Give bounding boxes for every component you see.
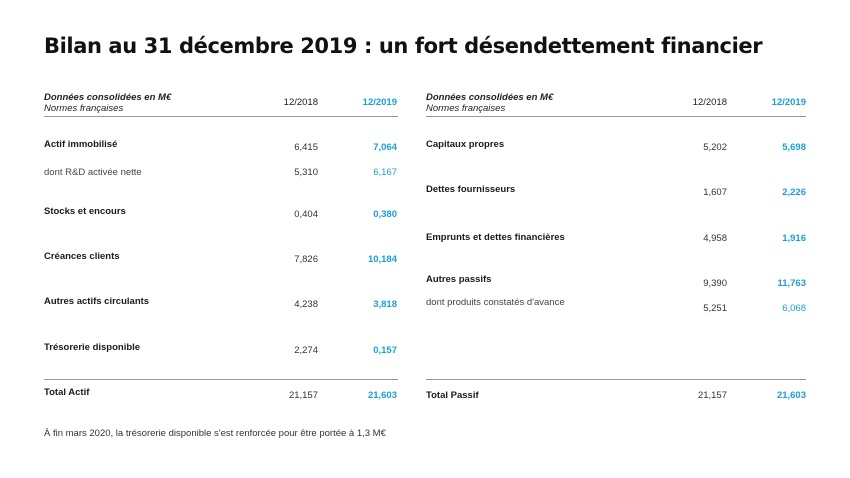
- row-prev-value: 9,390: [703, 278, 727, 289]
- page-title: Bilan au 31 décembre 2019 : un fort dése…: [44, 34, 763, 58]
- actif-header-rule: [44, 116, 398, 117]
- row-label: Trésorerie disponible: [44, 342, 141, 353]
- row-prev-value: 5,251: [703, 303, 727, 314]
- row-prev-value: 4,238: [294, 299, 318, 310]
- row-label: Créances clients: [44, 251, 120, 262]
- actif-header-label: Données consolidées en M€ Normes françai…: [44, 92, 171, 114]
- passif-header-label: Données consolidées en M€ Normes françai…: [426, 92, 553, 114]
- total-prev-value: 21,157: [288, 390, 318, 401]
- total-passif-rule: [426, 379, 806, 380]
- row-cur-value: 0,380: [373, 209, 397, 220]
- header-label-line2: Normes françaises: [426, 103, 506, 114]
- row-prev-value: 2,274: [294, 345, 318, 356]
- total-cur-value: 21,603: [367, 390, 397, 401]
- row-cur-value: 1,916: [782, 233, 806, 244]
- row-cur-value: 6,068: [782, 303, 806, 314]
- total-label: Total Actif: [44, 387, 90, 398]
- row-label: Autres actifs circulants: [44, 296, 150, 307]
- footnote: À fin mars 2020, la trésorerie disponibl…: [44, 428, 386, 439]
- total-prev-value: 21,157: [697, 390, 727, 401]
- actif-header-prev-year: 12/2018: [283, 97, 318, 108]
- row-prev-value: 1,607: [703, 187, 727, 198]
- total-actif-rule: [44, 379, 398, 380]
- row-cur-value: 0,157: [373, 345, 397, 356]
- row-cur-value: 11,763: [777, 278, 806, 289]
- row-prev-value: 5,310: [294, 167, 318, 178]
- total-cur-value: 21,603: [776, 390, 806, 401]
- passif-header-rule: [426, 116, 806, 117]
- row-prev-value: 7,826: [294, 254, 318, 265]
- actif-header-cur-year: 12/2019: [362, 97, 397, 108]
- row-cur-value: 3,818: [373, 299, 397, 310]
- row-label: Stocks et encours: [44, 206, 126, 217]
- row-label: dont produits constatés d'avance: [426, 297, 565, 308]
- row-prev-value: 6,415: [294, 142, 318, 153]
- header-label-line1: Données consolidées en M€: [44, 92, 172, 103]
- passif-header-prev-year: 12/2018: [692, 97, 727, 108]
- header-label-line1: Données consolidées en M€: [426, 92, 554, 103]
- row-prev-value: 4,958: [703, 233, 727, 244]
- row-label: Dettes fournisseurs: [426, 184, 516, 195]
- row-cur-value: 10,184: [367, 254, 397, 265]
- row-cur-value: 6,167: [373, 167, 397, 178]
- row-cur-value: 5,698: [782, 142, 806, 153]
- row-label: dont R&D activée nette: [44, 167, 142, 178]
- row-label: Actif immobilisé: [44, 139, 118, 150]
- row-label: Autres passifs: [426, 274, 492, 285]
- total-label: Total Passif: [426, 390, 479, 401]
- row-cur-value: 7,064: [373, 142, 397, 153]
- row-cur-value: 2,226: [782, 187, 806, 198]
- row-label: Emprunts et dettes financières: [426, 232, 565, 243]
- passif-header-cur-year: 12/2019: [771, 97, 806, 108]
- header-label-line2: Normes françaises: [44, 103, 124, 114]
- row-prev-value: 5,202: [703, 142, 727, 153]
- row-prev-value: 0,404: [294, 209, 318, 220]
- row-label: Capitaux propres: [426, 139, 505, 150]
